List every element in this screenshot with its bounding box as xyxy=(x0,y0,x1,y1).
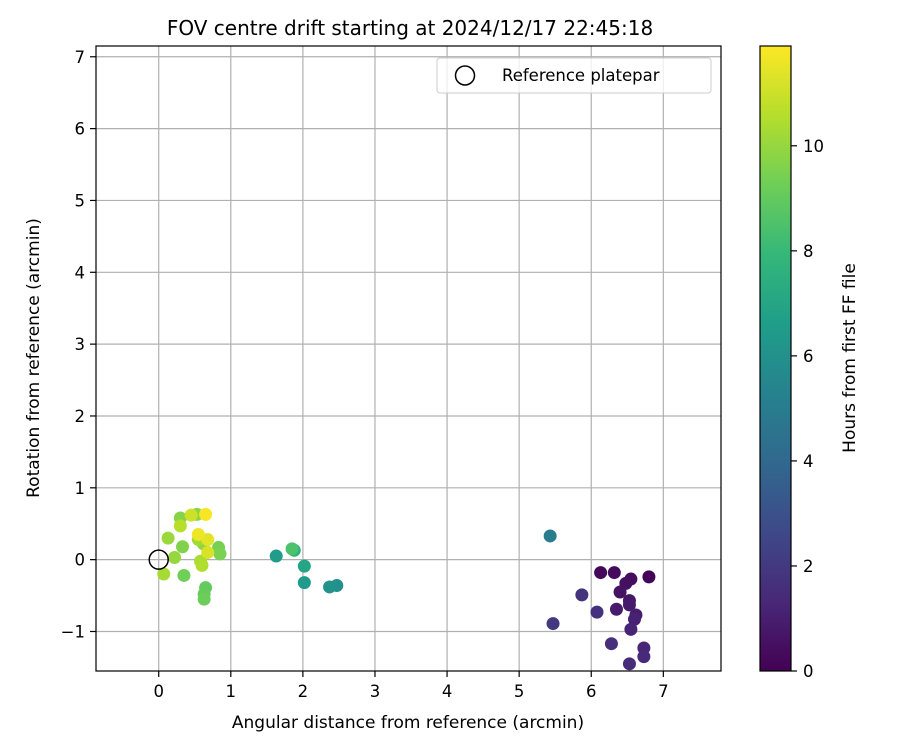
reference-marker-layer xyxy=(148,549,169,570)
y-axis-ticks: −1 0 1 2 3 4 5 6 7 xyxy=(61,48,96,641)
data-point xyxy=(184,508,198,522)
plot-area-frame xyxy=(95,45,722,672)
data-point xyxy=(590,605,604,619)
data-point xyxy=(546,617,560,631)
x-tick-label: 5 xyxy=(514,682,525,701)
y-tick-label: 7 xyxy=(75,48,86,67)
data-points xyxy=(157,507,656,671)
data-point xyxy=(622,657,636,671)
x-tick-label: 1 xyxy=(226,682,237,701)
x-tick-label: 0 xyxy=(153,682,164,701)
data-point xyxy=(297,576,311,590)
data-point xyxy=(604,637,618,651)
colorbar-tick-label: 6 xyxy=(803,347,814,366)
data-point xyxy=(575,588,589,602)
x-tick-label: 3 xyxy=(370,682,381,701)
data-point xyxy=(594,566,608,580)
y-tick-label: 6 xyxy=(75,120,86,139)
y-tick-label: −1 xyxy=(61,622,85,641)
data-point xyxy=(176,540,190,554)
data-point xyxy=(201,545,215,559)
x-tick-label: 7 xyxy=(658,682,669,701)
x-tick-label: 4 xyxy=(442,682,453,701)
data-point xyxy=(624,622,638,636)
data-point xyxy=(609,602,623,616)
y-tick-label: 5 xyxy=(75,191,86,210)
data-point xyxy=(173,519,187,533)
colorbar-tick-label: 8 xyxy=(803,242,814,261)
data-point xyxy=(213,547,227,561)
y-tick-label: 1 xyxy=(75,479,86,498)
colorbar-tick-label: 0 xyxy=(803,662,814,681)
colorbar-tick-label: 2 xyxy=(803,557,814,576)
data-point xyxy=(642,570,656,584)
x-axis-ticks: 0 1 2 3 4 5 6 7 xyxy=(153,671,669,701)
legend: Reference platepar xyxy=(436,57,712,94)
x-axis-label: Angular distance from reference (arcmin) xyxy=(232,713,584,733)
data-point xyxy=(543,529,557,543)
y-axis-label: Rotation from reference (arcmin) xyxy=(24,218,44,498)
legend-reference-marker xyxy=(454,65,476,86)
data-point xyxy=(607,566,621,580)
data-point xyxy=(161,531,175,545)
data-point xyxy=(195,558,209,572)
legend-box xyxy=(436,57,712,94)
colorbar-label: Hours from first FF file xyxy=(840,263,860,453)
data-point xyxy=(157,567,171,581)
colorbar-tick-label: 10 xyxy=(803,137,824,156)
colorbar: 0 2 4 6 8 10 Hours from first FF file xyxy=(759,45,860,681)
y-tick-label: 4 xyxy=(75,263,86,282)
reference-platepar-marker xyxy=(148,549,169,570)
data-point xyxy=(177,568,191,582)
y-tick-label: 2 xyxy=(75,407,86,426)
colorbar-ticks: 0 2 4 6 8 10 xyxy=(791,137,824,681)
data-point xyxy=(269,549,283,563)
y-tick-label: 3 xyxy=(75,335,86,354)
grid xyxy=(96,46,721,671)
y-tick-label: 0 xyxy=(75,551,86,570)
x-tick-label: 2 xyxy=(298,682,309,701)
colorbar-tick-label: 4 xyxy=(803,452,814,471)
legend-entry-reference-platepar: Reference platepar xyxy=(502,66,660,85)
data-point xyxy=(613,585,627,599)
data-point xyxy=(197,592,211,606)
data-point xyxy=(622,598,636,612)
data-point xyxy=(627,612,641,626)
data-point xyxy=(191,528,205,542)
data-point xyxy=(285,542,299,556)
data-point xyxy=(168,550,182,564)
data-point xyxy=(323,580,337,594)
data-point xyxy=(297,559,311,573)
data-point xyxy=(199,507,213,521)
x-tick-label: 6 xyxy=(586,682,597,701)
colorbar-gradient xyxy=(759,45,792,672)
chart-title: FOV centre drift starting at 2024/12/17 … xyxy=(167,16,653,40)
data-point xyxy=(637,650,651,664)
